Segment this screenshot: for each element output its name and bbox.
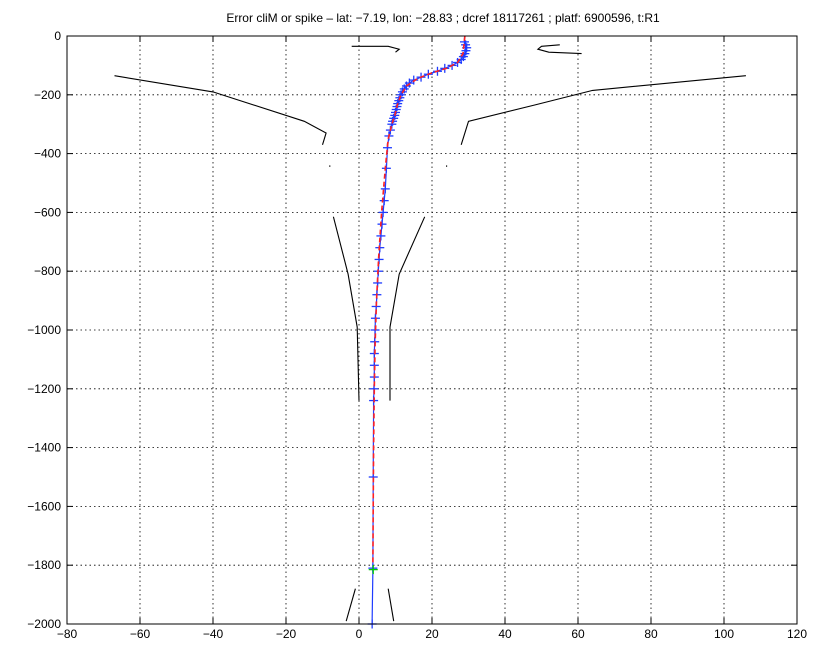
- envelope-line: [536, 44, 582, 55]
- envelope-line: [460, 75, 746, 145]
- profile-line: [371, 41, 468, 625]
- y-tick-label: −1800: [27, 558, 61, 572]
- envelope-line: [389, 216, 426, 401]
- envelope-line: [345, 588, 356, 622]
- profile-point: [378, 207, 388, 217]
- profile-point: [377, 219, 387, 229]
- ticks: −80 −60 −40 −20 0 20 40 60 80 100 1200−200−400−600…: [27, 29, 807, 641]
- y-tick-label: −1200: [27, 382, 61, 396]
- y-tick-label: 0: [54, 29, 61, 43]
- envelope-line: [351, 45, 401, 53]
- series: [367, 35, 472, 629]
- x-tick-label: 0: [356, 627, 363, 641]
- y-tick-label: −400: [34, 147, 61, 161]
- x-tick-label: 120: [787, 627, 807, 641]
- flagged-point: [368, 565, 378, 575]
- profile-point: [380, 184, 390, 194]
- x-tick-label: 100: [714, 627, 734, 641]
- x-tick-label: −40: [203, 627, 224, 641]
- profile-point: [381, 163, 391, 173]
- x-tick-label: 20: [425, 627, 439, 641]
- chart-title: Error cliM or spike – lat: −7.19, lon: −…: [226, 11, 660, 25]
- y-tick-label: −1000: [27, 323, 61, 337]
- y-tick-label: −1400: [27, 441, 61, 455]
- envelope-lines: [114, 44, 746, 622]
- envelope-line: [387, 588, 395, 622]
- fit-line: [372, 35, 466, 566]
- x-tick-label: −80: [57, 627, 78, 641]
- x-tick-label: −60: [130, 627, 151, 641]
- y-tick-label: −600: [34, 205, 61, 219]
- envelope-line: [332, 216, 360, 401]
- grid: [67, 36, 797, 624]
- y-tick-label: −200: [34, 88, 61, 102]
- y-tick-label: −800: [34, 264, 61, 278]
- envelope-line: [114, 75, 327, 145]
- y-tick-label: −2000: [27, 617, 61, 631]
- profile-point: [379, 196, 389, 206]
- x-tick-label: 60: [571, 627, 585, 641]
- x-tick-label: 80: [644, 627, 658, 641]
- y-tick-label: −1600: [27, 499, 61, 513]
- x-tick-label: 40: [498, 627, 512, 641]
- x-tick-label: −20: [276, 627, 297, 641]
